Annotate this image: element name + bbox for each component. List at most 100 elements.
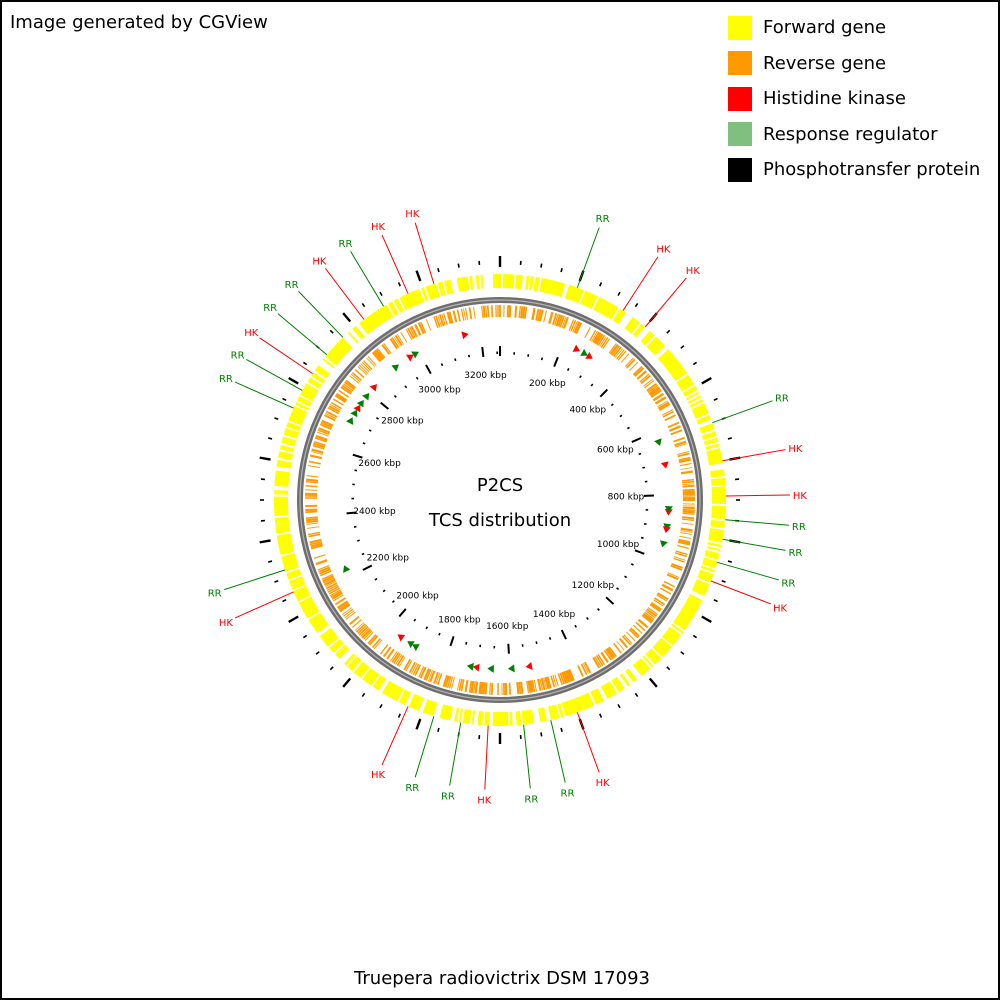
reverse-gene-mark (537, 309, 542, 322)
reverse-gene-mark (599, 336, 607, 347)
forward-gene-mark (383, 681, 394, 696)
reverse-gene-mark (310, 542, 323, 548)
forward-gene-mark (306, 609, 320, 619)
forward-gene-mark (658, 639, 671, 651)
callout-line (576, 712, 600, 773)
callout-line (722, 449, 786, 462)
forward-gene-mark (325, 354, 338, 366)
reverse-gene-mark (538, 309, 544, 322)
forward-gene-mark (611, 679, 621, 693)
rr-marker (663, 523, 672, 531)
forward-gene-mark (682, 385, 697, 395)
forward-gene-mark (287, 572, 302, 580)
callout-line (298, 291, 344, 338)
forward-gene-mark (275, 470, 290, 475)
legend-label: Forward gene (763, 17, 887, 39)
reverse-gene-mark (654, 597, 666, 606)
forward-gene-mark (341, 337, 353, 349)
forward-gene-mark (609, 306, 619, 320)
forward-gene-mark (710, 471, 725, 476)
scale-label: 1800 kbp (438, 615, 481, 625)
rr-marker (362, 392, 370, 401)
ruler-tick (467, 354, 471, 358)
reverse-gene-mark (540, 677, 546, 691)
forward-gene-mark (347, 331, 359, 344)
reverse-gene-mark (306, 522, 319, 525)
legend-swatch-phosphotransfer-protein (728, 157, 752, 182)
forward-gene-mark (312, 372, 326, 382)
forward-gene-mark (706, 546, 721, 552)
reverse-gene-mark (680, 470, 694, 475)
forward-gene-mark (680, 609, 694, 620)
forward-gene-mark (314, 368, 328, 379)
forward-gene-mark (642, 655, 654, 668)
forward-gene-mark (385, 682, 395, 697)
forward-gene-mark (590, 690, 599, 705)
forward-gene-mark (670, 623, 684, 634)
reverse-gene-mark (628, 628, 639, 639)
reverse-gene-mark (423, 668, 431, 681)
reverse-gene-mark (325, 412, 337, 420)
forward-gene-mark (708, 460, 723, 466)
outer-tick (713, 599, 718, 603)
forward-gene-mark (659, 350, 672, 362)
forward-gene-mark (559, 282, 566, 298)
reverse-gene-mark (595, 655, 604, 667)
forward-gene-mark (427, 285, 435, 300)
forward-gene-mark (289, 578, 304, 586)
forward-gene-mark (315, 366, 329, 378)
forward-gene-mark (523, 710, 528, 725)
reverse-gene-mark (533, 679, 538, 692)
forward-gene-mark (284, 430, 299, 438)
forward-gene-mark (547, 706, 554, 721)
reverse-gene-mark (608, 343, 617, 354)
ruler-tick (590, 383, 594, 387)
ruler-tick (507, 643, 510, 654)
forward-gene-mark (574, 697, 583, 712)
forward-gene-mark (399, 296, 408, 311)
forward-gene-mark (521, 710, 526, 725)
forward-gene-mark (431, 701, 438, 716)
forward-gene-mark (462, 276, 468, 291)
forward-gene-mark (704, 551, 720, 559)
reverse-gene-mark (633, 367, 645, 377)
forward-gene-mark (705, 443, 720, 450)
outer-tick (415, 718, 422, 730)
forward-gene-mark (310, 615, 325, 626)
reverse-gene-mark (318, 427, 331, 434)
reverse-gene-mark (468, 307, 473, 320)
reverse-gene-mark (614, 348, 624, 359)
ruler-tick (560, 629, 567, 640)
callout-line (622, 256, 659, 311)
reverse-gene-mark (562, 316, 569, 329)
forward-gene-mark (652, 342, 664, 354)
outer-tick (727, 560, 733, 563)
forward-gene-mark (587, 294, 596, 308)
forward-gene-mark (674, 618, 688, 629)
legend-label: Histidine kinase (763, 88, 906, 110)
reverse-gene-mark (419, 666, 427, 679)
forward-gene-mark (649, 648, 662, 661)
reverse-gene-mark (395, 654, 403, 665)
rr-marker (411, 351, 419, 359)
reverse-gene-mark (616, 349, 625, 360)
reverse-gene-mark (361, 628, 372, 639)
scale-label: 600 kbp (597, 445, 634, 455)
forward-gene-mark (380, 307, 390, 321)
forward-gene-mark (308, 612, 322, 623)
forward-gene-mark (410, 694, 419, 709)
forward-gene-mark (301, 390, 315, 400)
reverse-gene-mark (552, 313, 558, 326)
reverse-gene-mark (678, 458, 691, 464)
forward-gene-mark (563, 701, 571, 716)
reverse-gene-mark (405, 328, 413, 340)
forward-gene-mark (304, 605, 318, 615)
forward-gene-mark (395, 687, 404, 702)
forward-gene-mark (685, 391, 700, 401)
reverse-gene-mark (360, 363, 370, 373)
forward-gene-mark (564, 284, 572, 299)
forward-gene-mark (447, 706, 454, 721)
reverse-gene-mark (341, 607, 353, 615)
forward-gene-mark (469, 275, 474, 290)
